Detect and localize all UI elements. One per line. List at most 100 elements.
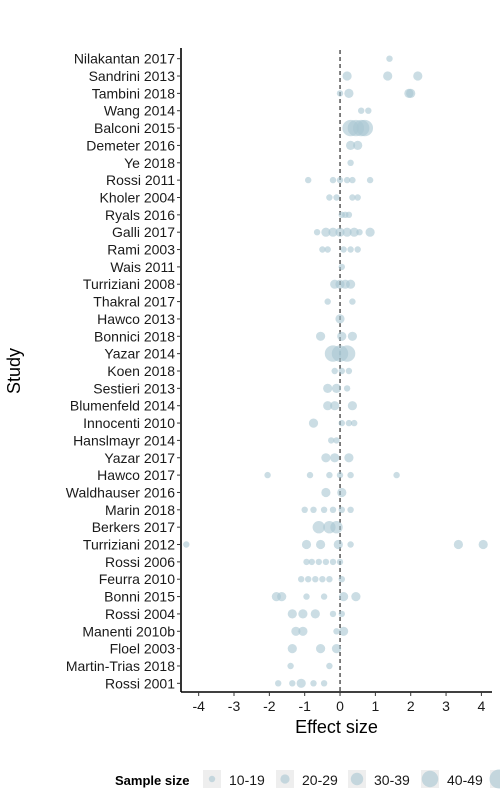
data-point	[321, 227, 331, 237]
x-tick-label: 2	[407, 698, 415, 714]
y-tick-label: Turriziani 2012	[83, 537, 175, 553]
data-point	[316, 331, 326, 341]
y-tick-label: Kholer 2004	[99, 189, 175, 205]
y-tick-label: Balconi 2015	[94, 120, 175, 136]
data-point	[345, 367, 353, 375]
data-point	[347, 246, 354, 253]
data-point	[335, 314, 345, 324]
data-point	[330, 401, 340, 411]
data-point	[312, 521, 325, 534]
data-point	[312, 576, 319, 583]
data-point	[339, 626, 349, 636]
y-tick-label: Hanslmayr 2014	[73, 432, 175, 448]
y-tick-label: Waldhauser 2016	[66, 484, 175, 500]
data-point	[354, 194, 361, 201]
data-point	[338, 576, 345, 583]
data-point	[354, 246, 361, 253]
data-point	[321, 487, 331, 498]
data-point	[329, 558, 337, 566]
data-point	[316, 644, 326, 654]
data-point	[331, 644, 342, 654]
data-point	[319, 246, 326, 253]
y-tick-label: Hawco 2017	[97, 467, 175, 483]
legend-title: Sample size	[115, 773, 189, 788]
data-point	[264, 471, 271, 479]
data-point	[386, 55, 393, 62]
data-point	[324, 298, 331, 305]
data-point	[331, 367, 338, 375]
data-point	[338, 610, 345, 618]
y-tick-label: Blumenfeld 2014	[70, 398, 175, 414]
points-layer	[183, 55, 488, 688]
y-tick-label: Rossi 2011	[106, 172, 175, 188]
data-point	[333, 539, 343, 550]
y-tick-label: Sandrini 2013	[89, 68, 176, 84]
data-point	[346, 279, 356, 289]
data-point	[277, 592, 287, 602]
data-point	[322, 558, 330, 566]
data-point	[347, 401, 357, 411]
data-point	[301, 506, 308, 513]
data-point	[316, 539, 326, 550]
data-point	[336, 90, 344, 97]
data-point	[365, 227, 375, 237]
data-point	[303, 593, 310, 600]
data-point	[326, 662, 333, 670]
data-point	[328, 437, 335, 444]
legend-key-circle	[421, 770, 439, 788]
legend-label: 30-39	[374, 772, 410, 788]
legend-label: 40-49	[447, 772, 483, 788]
y-tick-label: Rossi 2006	[105, 554, 175, 570]
data-point	[331, 383, 342, 393]
data-point	[345, 211, 353, 218]
y-tick-label: Rami 2003	[107, 242, 175, 258]
y-tick-label: Ryals 2016	[105, 207, 175, 223]
y-tick-label: Turriziani 2008	[83, 276, 175, 292]
data-point	[305, 576, 312, 583]
data-point	[298, 626, 308, 636]
y-tick-label: Bonni 2015	[104, 589, 175, 605]
y-tick-label: Ye 2018	[124, 155, 175, 171]
y-tick-label: Martin-Trias 2018	[66, 658, 175, 674]
data-point	[342, 227, 352, 237]
data-point	[339, 592, 349, 602]
data-point	[320, 593, 328, 600]
data-point	[183, 541, 190, 548]
data-point	[329, 506, 337, 513]
x-tick-label: -1	[298, 698, 311, 714]
data-point	[338, 419, 345, 427]
data-point	[315, 558, 322, 566]
data-point	[351, 419, 358, 427]
data-point	[351, 592, 361, 602]
data-point	[349, 194, 356, 201]
data-point	[310, 609, 320, 619]
data-point	[319, 576, 326, 583]
data-point	[478, 539, 488, 550]
y-tick-label: Sestieri 2013	[93, 380, 175, 396]
data-point	[340, 246, 347, 253]
x-tick-label: -2	[263, 698, 276, 714]
data-point	[347, 506, 354, 513]
x-tick-label: -3	[228, 698, 241, 714]
data-point	[313, 229, 321, 236]
data-point	[333, 628, 340, 635]
data-point	[344, 453, 354, 463]
legend-key-circle	[350, 772, 364, 786]
data-point	[453, 539, 463, 550]
x-tick-label: 3	[442, 698, 450, 714]
data-point	[329, 610, 337, 618]
x-tick-label: 1	[371, 698, 379, 714]
x-tick-label: 0	[336, 698, 344, 714]
data-point	[333, 437, 340, 444]
y-tick-label: Wais 2011	[110, 259, 175, 275]
data-point	[356, 119, 373, 137]
y-tick-label: Innocenti 2010	[83, 415, 175, 431]
data-point	[343, 385, 351, 392]
data-point	[333, 194, 340, 201]
data-point	[296, 678, 306, 688]
data-point	[287, 662, 294, 670]
data-point	[298, 609, 308, 619]
y-tick-label: Demeter 2016	[86, 137, 175, 153]
data-point	[306, 471, 314, 479]
